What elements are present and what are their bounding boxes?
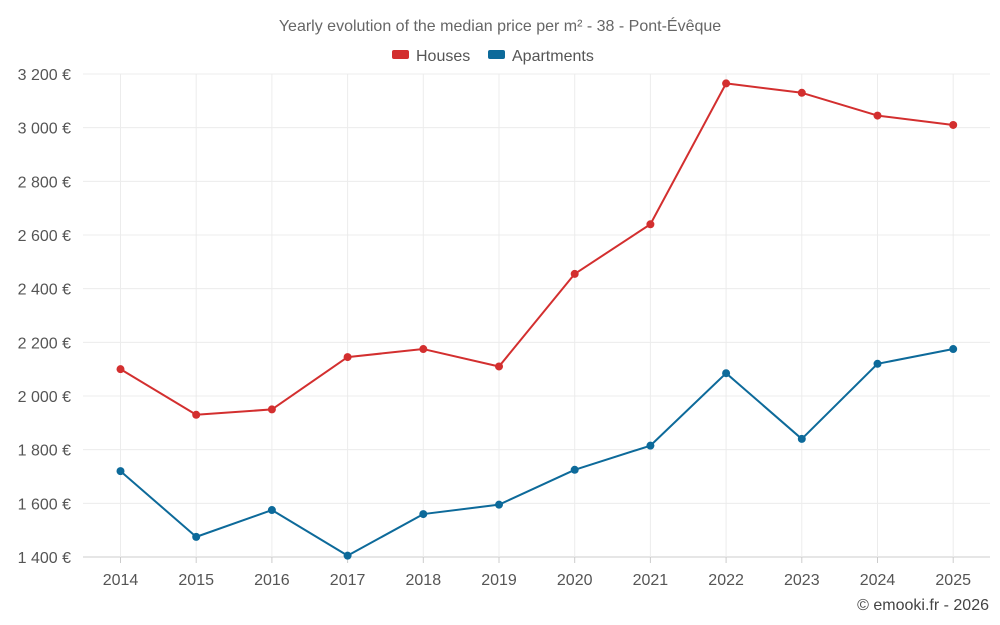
legend-item-houses[interactable]: Houses: [392, 48, 470, 65]
y-tick-label: 1 400 €: [18, 550, 71, 567]
data-point-apartments[interactable]: [419, 510, 428, 519]
chart-title: Yearly evolution of the median price per…: [279, 16, 721, 35]
x-tick-label: 2021: [633, 572, 669, 589]
data-point-houses[interactable]: [722, 79, 731, 88]
x-tick-label: 2024: [860, 572, 896, 589]
data-point-apartments[interactable]: [873, 359, 882, 368]
data-point-apartments[interactable]: [192, 532, 201, 541]
y-tick-label: 2 200 €: [18, 335, 71, 352]
y-tick-label: 1 600 €: [18, 496, 71, 513]
legend-label-houses: Houses: [416, 48, 470, 65]
x-tick-label: 2015: [178, 572, 214, 589]
data-point-apartments[interactable]: [570, 465, 579, 474]
x-tick-label: 2025: [935, 572, 971, 589]
legend-swatch-apartments: [488, 50, 505, 59]
series-layer: [116, 79, 958, 560]
x-tick-label: 2020: [557, 572, 593, 589]
data-point-houses[interactable]: [949, 120, 958, 129]
data-point-apartments[interactable]: [343, 551, 352, 560]
x-tick-label: 2023: [784, 572, 820, 589]
y-tick-label: 1 800 €: [18, 443, 71, 460]
data-point-houses[interactable]: [419, 345, 428, 354]
data-point-apartments[interactable]: [267, 506, 276, 515]
data-point-houses[interactable]: [495, 362, 503, 371]
x-tick-label: 2022: [708, 572, 744, 589]
data-point-apartments[interactable]: [722, 369, 731, 378]
data-point-apartments[interactable]: [646, 441, 655, 450]
data-point-apartments[interactable]: [797, 434, 806, 443]
y-tick-label: 3 000 €: [18, 121, 71, 138]
y-tick-label: 2 000 €: [18, 389, 71, 406]
credit-text: © emooki.fr - 2026: [857, 597, 989, 614]
y-tick-label: 2 400 €: [18, 282, 71, 299]
data-point-houses[interactable]: [873, 111, 882, 120]
legend-swatch-houses: [392, 50, 409, 59]
x-tick-label: 2016: [254, 572, 290, 589]
data-point-apartments[interactable]: [116, 467, 125, 476]
data-point-apartments[interactable]: [495, 500, 503, 509]
x-tick-label: 2017: [330, 572, 366, 589]
data-point-houses[interactable]: [797, 88, 806, 97]
y-tick-label: 2 600 €: [18, 228, 71, 245]
grid: [83, 73, 990, 558]
x-tick-label: 2018: [406, 572, 442, 589]
data-point-houses[interactable]: [267, 405, 276, 414]
x-tick-label: 2014: [103, 572, 139, 589]
data-point-houses[interactable]: [192, 410, 201, 419]
data-point-houses[interactable]: [646, 220, 655, 229]
legend-item-apartments[interactable]: Apartments: [488, 48, 594, 65]
series-line-apartments: [119, 348, 954, 557]
legend: Houses Apartments: [392, 48, 594, 65]
x-tick-label: 2019: [481, 572, 517, 589]
y-tick-label: 2 800 €: [18, 174, 71, 191]
data-point-houses[interactable]: [116, 365, 125, 374]
data-point-houses[interactable]: [570, 269, 579, 278]
x-axis: 2014 2015 2016 2017 2018 2019 2020 2021 2022 2023…: [103, 557, 971, 589]
legend-label-apartments: Apartments: [512, 48, 594, 65]
data-point-houses[interactable]: [343, 353, 352, 362]
y-tick-label: 3 200 €: [18, 67, 71, 84]
y-axis: 1 400 € 1 600 € 1 800 € 2 000 € 2 200 € 2 400…: [18, 67, 71, 567]
series-line-houses: [119, 82, 954, 416]
data-point-apartments[interactable]: [949, 345, 958, 354]
